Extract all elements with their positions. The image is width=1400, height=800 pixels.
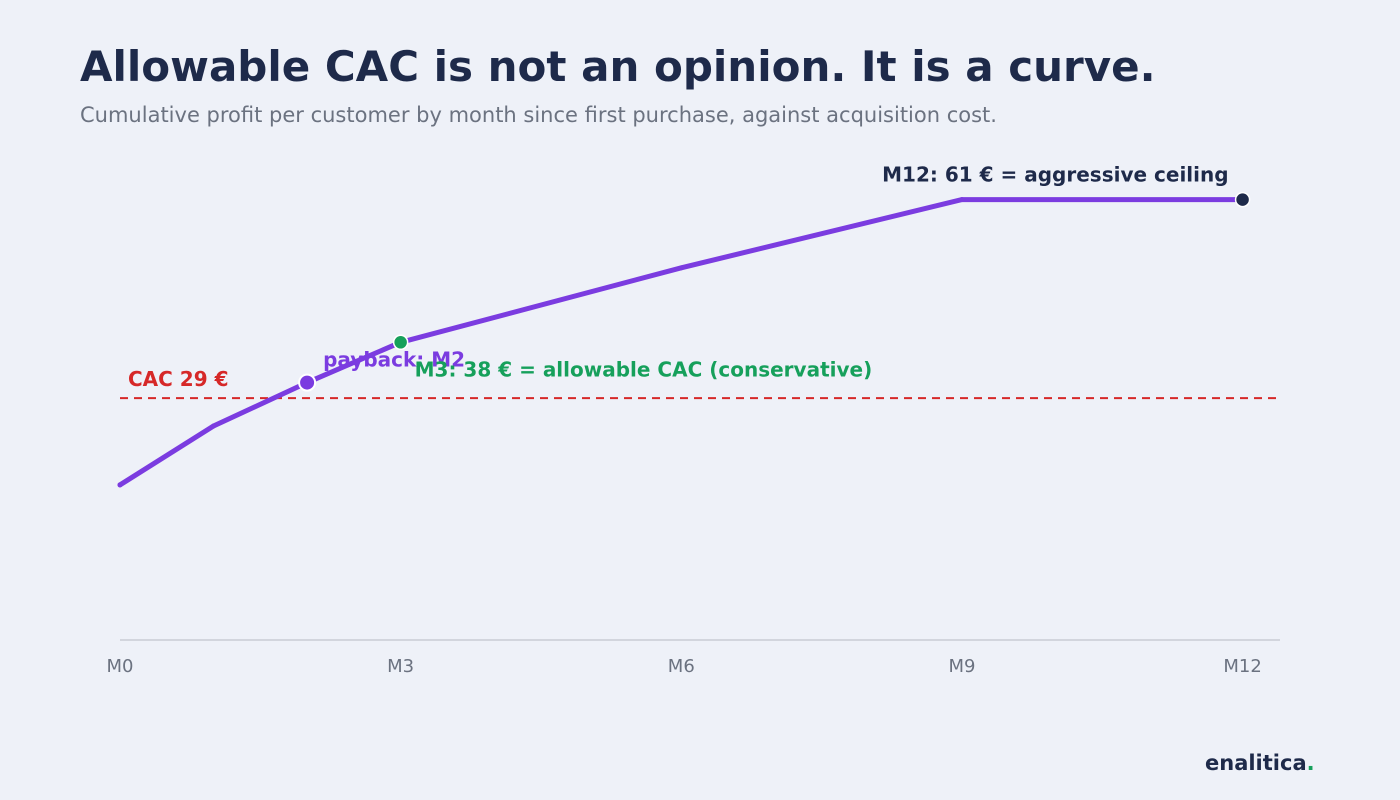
aggressive-ceiling-marker bbox=[1234, 191, 1251, 208]
x-tick-label: M6 bbox=[668, 656, 695, 677]
x-axis-ticks: M0 M3 M6 M9 M12 bbox=[107, 656, 1262, 677]
page-title: Allowable CAC is not an opinion. It is a… bbox=[80, 42, 1156, 91]
series-point bbox=[678, 265, 684, 271]
series-line-cumulative-profit bbox=[117, 197, 1246, 488]
allowable-cac-marker bbox=[392, 334, 409, 351]
brand-dot: . bbox=[1306, 751, 1315, 775]
series-point bbox=[959, 197, 965, 203]
x-tick-label: M9 bbox=[948, 656, 975, 677]
series-points bbox=[117, 197, 1246, 488]
payback-label: payback: M2 bbox=[323, 348, 465, 372]
x-tick-label: M3 bbox=[387, 656, 414, 677]
x-tick-label: M0 bbox=[107, 656, 134, 677]
allowable-cac-label: M3: 38 € = allowable CAC (conservative) bbox=[415, 357, 873, 381]
aggressive-ceiling-label: M12: 61 € = aggressive ceiling bbox=[882, 163, 1228, 187]
series-point bbox=[211, 423, 217, 429]
series-point bbox=[117, 482, 123, 488]
cac-threshold-label: CAC 29 € bbox=[128, 367, 229, 391]
page-subtitle: Cumulative profit per customer by month … bbox=[80, 103, 997, 127]
brand-logo: enalitica. bbox=[1205, 750, 1315, 776]
brand-name: enalitica bbox=[1205, 751, 1307, 775]
x-tick-label: M12 bbox=[1223, 656, 1261, 677]
payback-marker bbox=[298, 373, 317, 392]
